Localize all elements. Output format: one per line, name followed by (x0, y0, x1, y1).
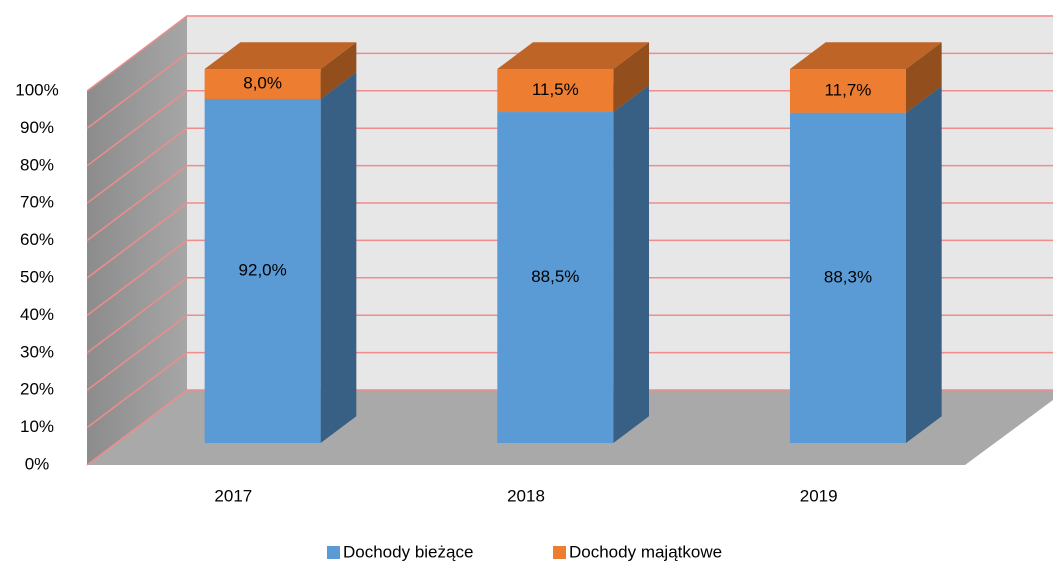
bar-top (789, 42, 942, 70)
bar-top (204, 42, 357, 70)
data-label: 88,3% (824, 267, 872, 286)
y-tick-label: 70% (20, 193, 54, 212)
y-tick-label: 50% (20, 267, 54, 286)
y-tick-label: 0% (25, 454, 50, 473)
grid-line (86, 351, 1053, 429)
data-label: 11,7% (824, 80, 871, 99)
data-label: 92,0% (239, 260, 287, 279)
bar-side (320, 42, 357, 99)
bar-side (905, 86, 942, 444)
x-tick-label: 2017 (214, 486, 252, 505)
bar (789, 112, 906, 444)
y-tick-label: 90% (20, 118, 54, 137)
x-tick-label: 2018 (507, 486, 545, 505)
y-tick-label: 100% (15, 80, 58, 99)
y-tick-label: 10% (20, 417, 54, 436)
grid-line (86, 164, 1053, 242)
x-tick-label: 2019 (800, 486, 838, 505)
bar (204, 69, 321, 99)
grid-line (86, 277, 1053, 354)
bar (789, 69, 906, 113)
legend-swatch (327, 546, 340, 559)
grid-line (86, 389, 1053, 466)
legend-label: Dochody majątkowe (569, 542, 722, 561)
y-tick-label: 20% (20, 380, 54, 399)
bar-side (613, 42, 649, 113)
y-tick-label: 40% (20, 305, 54, 324)
grid-line (86, 90, 1053, 167)
bar (497, 112, 614, 444)
y-tick-label: 60% (20, 230, 54, 249)
data-label: 88,5% (531, 267, 579, 286)
data-label: 11,5% (532, 80, 579, 99)
grid-line (86, 239, 1053, 316)
bar (497, 69, 614, 113)
bar-top (497, 42, 649, 70)
data-label: 8,0% (243, 73, 282, 92)
legend-label: Dochody bieżące (343, 542, 473, 561)
grid-line (86, 314, 1053, 391)
bar-side (905, 42, 942, 113)
grid-line (86, 127, 1053, 204)
bar (204, 98, 321, 444)
bar-side (613, 85, 649, 444)
grid-line (86, 202, 1053, 279)
legend-swatch (553, 546, 566, 559)
y-tick-label: 80% (20, 155, 54, 174)
grid-line (86, 52, 1053, 129)
grid-line (86, 15, 1053, 92)
y-tick-label: 30% (20, 342, 54, 361)
bar-side (320, 72, 357, 444)
